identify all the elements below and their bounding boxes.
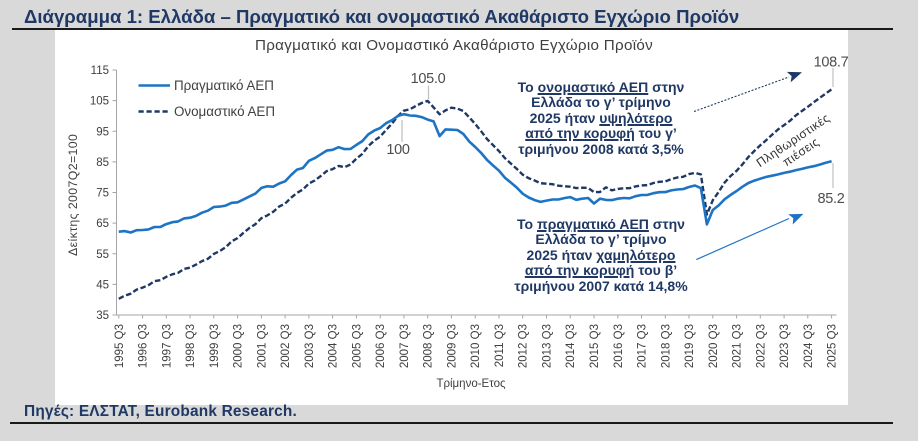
svg-text:1997 Q3: 1997 Q3 <box>161 324 173 368</box>
svg-text:1995 Q3: 1995 Q3 <box>114 324 126 368</box>
svg-text:108.7: 108.7 <box>814 55 849 71</box>
svg-text:2001 Q3: 2001 Q3 <box>256 324 268 368</box>
svg-text:2022 Q3: 2022 Q3 <box>755 324 767 368</box>
svg-text:2005 Q3: 2005 Q3 <box>351 324 363 368</box>
svg-text:2020 Q3: 2020 Q3 <box>708 324 720 368</box>
svg-text:Ονομαστικό ΑΕΠ: Ονομαστικό ΑΕΠ <box>174 104 275 119</box>
svg-text:2003 Q3: 2003 Q3 <box>304 324 316 368</box>
svg-text:85: 85 <box>96 157 109 169</box>
svg-text:75: 75 <box>96 188 109 200</box>
svg-text:100: 100 <box>386 142 410 158</box>
svg-text:Τρίμηνο-Ετος: Τρίμηνο-Ετος <box>436 378 506 390</box>
svg-text:2007 Q3: 2007 Q3 <box>399 324 411 368</box>
svg-text:2013 Q3: 2013 Q3 <box>542 324 554 368</box>
svg-text:2014 Q3: 2014 Q3 <box>565 324 577 368</box>
svg-text:65: 65 <box>96 218 109 230</box>
svg-text:2018 Q3: 2018 Q3 <box>660 324 672 368</box>
svg-text:55: 55 <box>96 249 109 261</box>
svg-text:Πραγματικό και Ονομαστικό Ακαθ: Πραγματικό και Ονομαστικό Ακαθάριστο Εγχ… <box>255 37 653 54</box>
svg-text:2000 Q3: 2000 Q3 <box>233 324 245 368</box>
svg-text:1999 Q3: 1999 Q3 <box>209 324 221 368</box>
svg-text:105: 105 <box>90 96 109 108</box>
svg-text:115: 115 <box>91 65 109 77</box>
svg-text:2017 Q3: 2017 Q3 <box>637 324 649 368</box>
svg-text:2012 Q3: 2012 Q3 <box>518 324 530 368</box>
svg-text:35: 35 <box>96 310 109 322</box>
svg-text:85.2: 85.2 <box>817 191 844 207</box>
svg-text:2016 Q3: 2016 Q3 <box>613 324 625 368</box>
svg-text:2008 Q3: 2008 Q3 <box>423 324 435 368</box>
svg-text:2025 Q3: 2025 Q3 <box>827 324 839 368</box>
svg-text:2021 Q3: 2021 Q3 <box>732 324 744 368</box>
svg-text:2023 Q3: 2023 Q3 <box>779 324 791 368</box>
svg-text:2006 Q3: 2006 Q3 <box>375 324 387 368</box>
svg-text:Πραγματικό ΑΕΠ: Πραγματικό ΑΕΠ <box>174 78 274 93</box>
svg-text:1996 Q3: 1996 Q3 <box>138 324 150 368</box>
svg-text:2002 Q3: 2002 Q3 <box>280 324 292 368</box>
svg-text:2011 Q3: 2011 Q3 <box>494 324 506 367</box>
svg-text:2019 Q3: 2019 Q3 <box>684 324 696 368</box>
svg-text:105.0: 105.0 <box>411 71 446 87</box>
svg-text:1998 Q3: 1998 Q3 <box>185 324 197 368</box>
svg-text:2009 Q3: 2009 Q3 <box>446 324 458 368</box>
svg-text:2024 Q3: 2024 Q3 <box>803 324 815 368</box>
svg-text:2015 Q3: 2015 Q3 <box>589 324 601 368</box>
svg-text:2004 Q3: 2004 Q3 <box>328 324 340 368</box>
svg-text:2010 Q3: 2010 Q3 <box>470 324 482 368</box>
svg-text:45: 45 <box>96 279 109 291</box>
svg-text:95: 95 <box>96 126 109 138</box>
svg-text:Δείκτης 2007Q2=100: Δείκτης 2007Q2=100 <box>66 134 80 256</box>
